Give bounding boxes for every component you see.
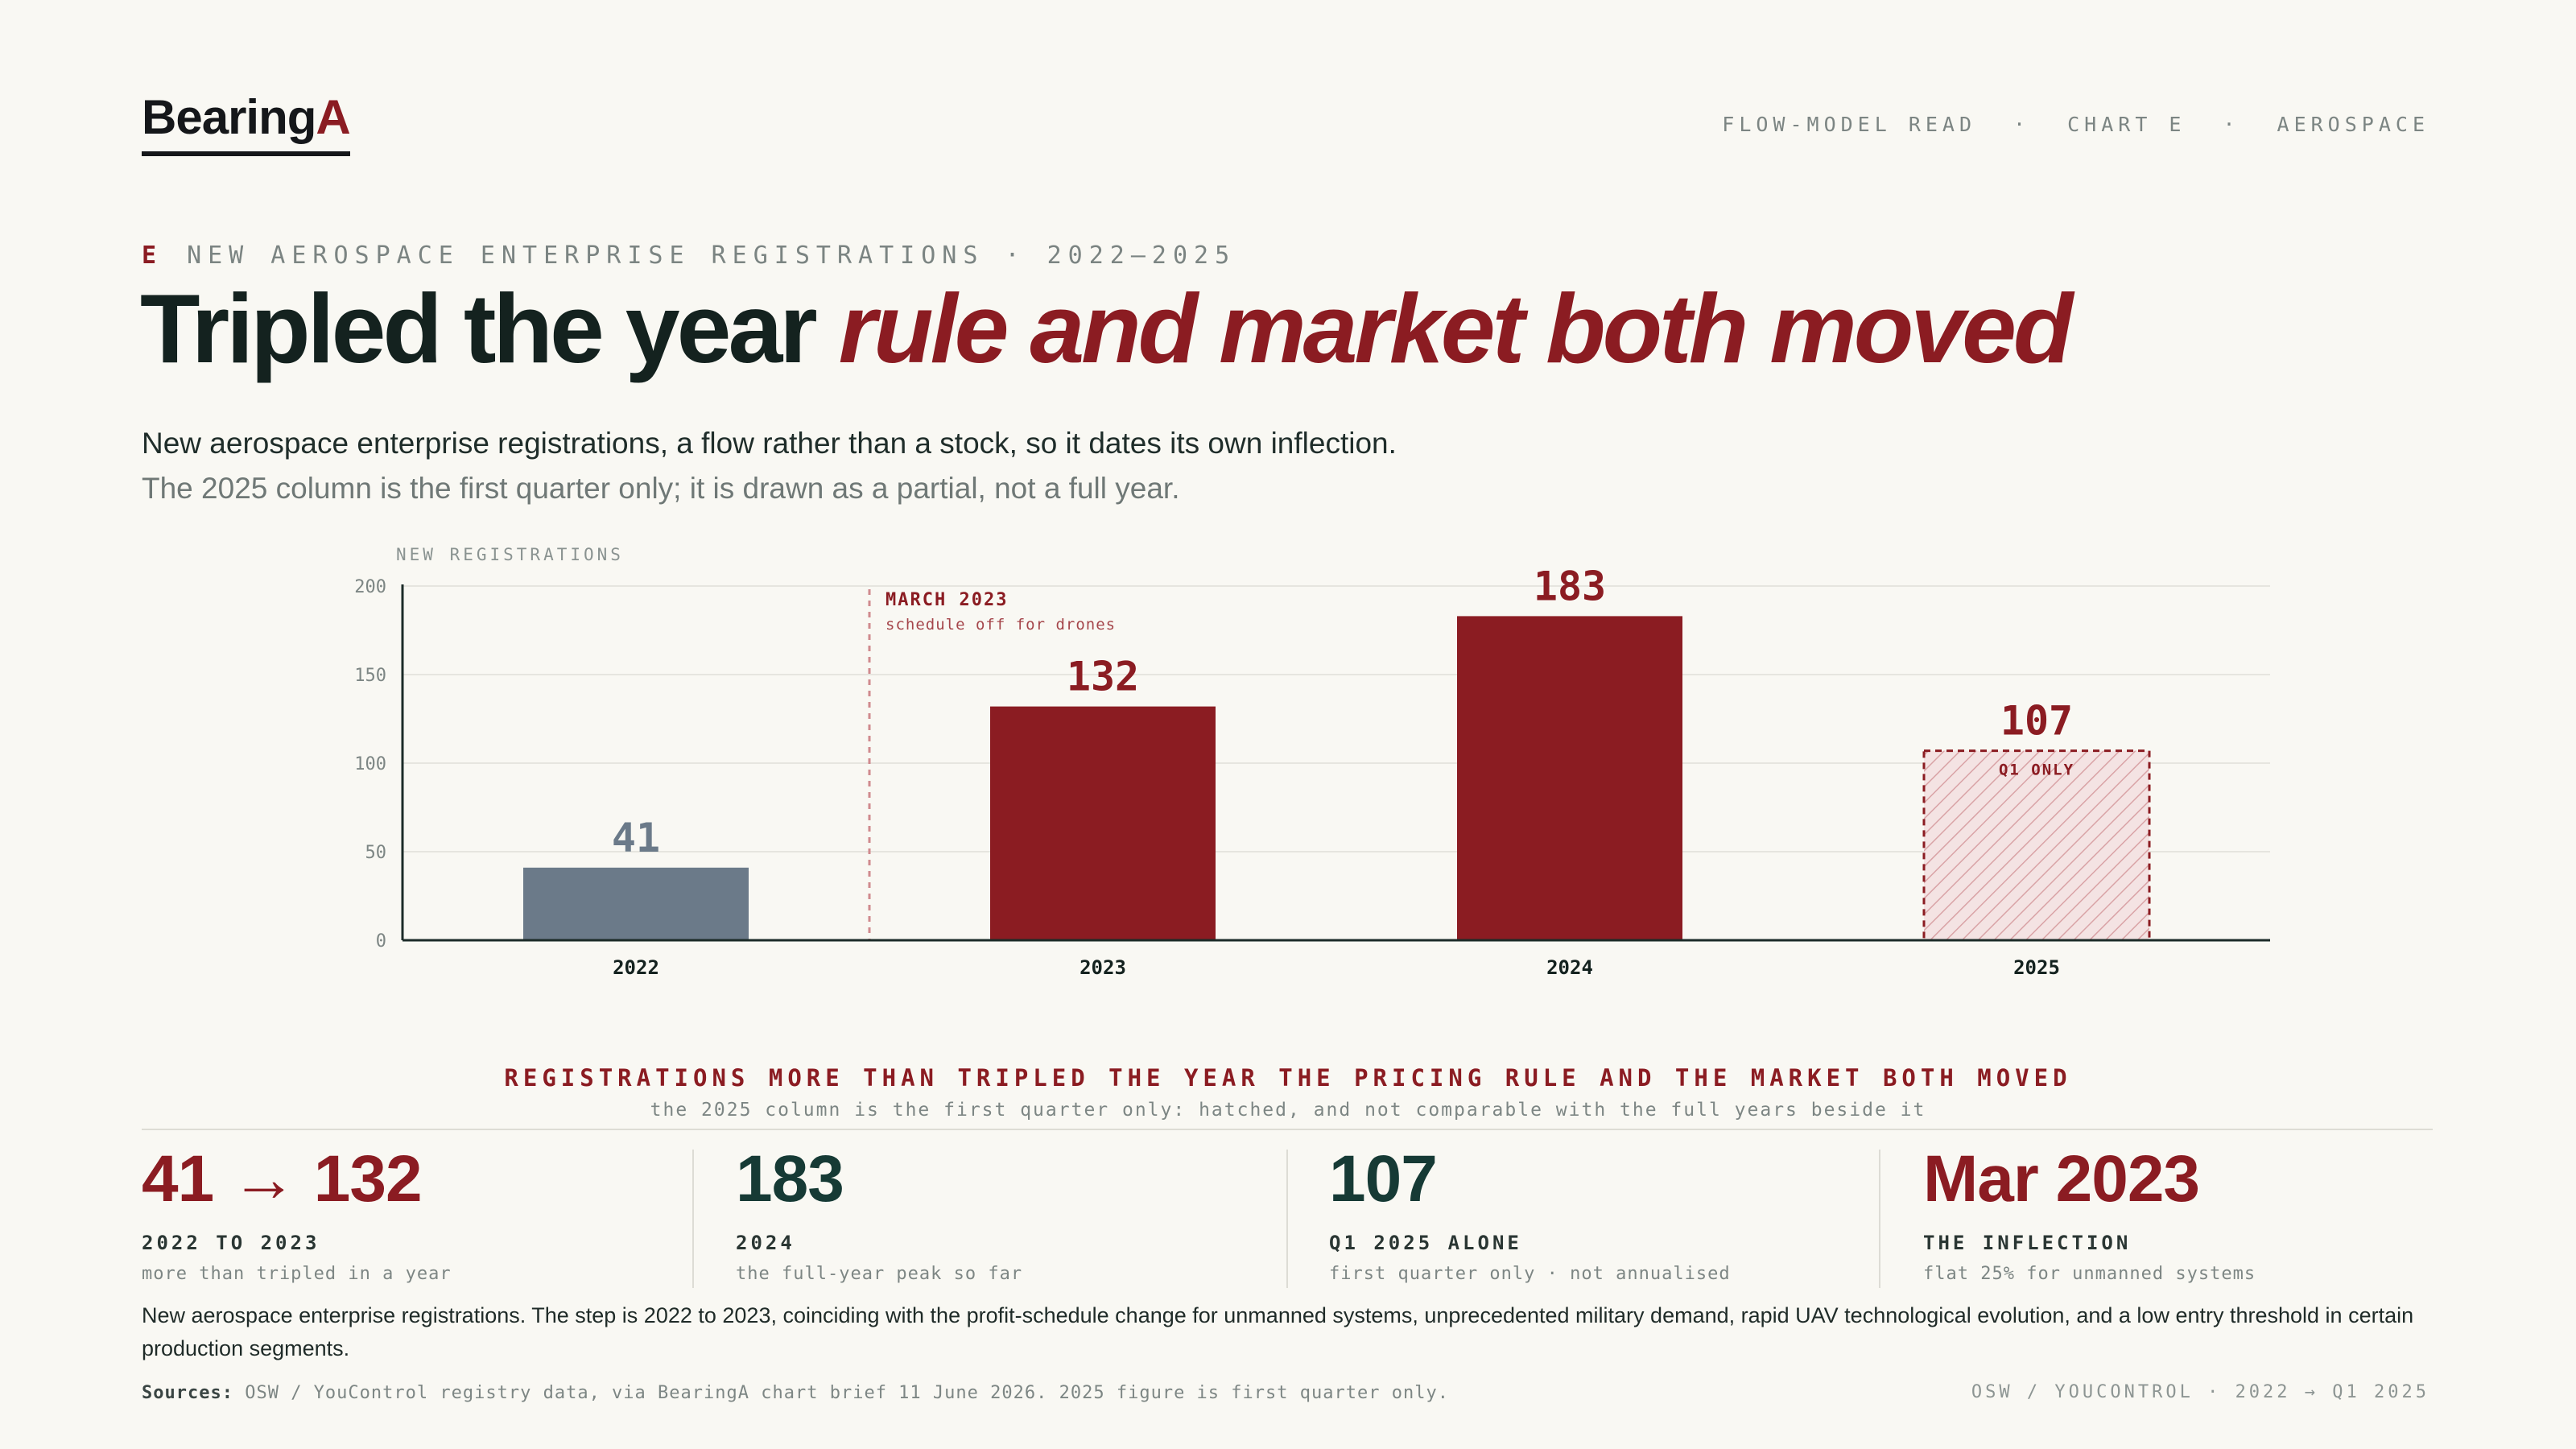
stat-value: 107 (1329, 1142, 1438, 1216)
y-tick-label: 150 (354, 666, 386, 686)
sources-line: Sources: OSW / YouControl registry data,… (142, 1383, 1449, 1403)
section-divider (142, 1129, 2433, 1130)
stat-divider (1879, 1150, 1880, 1288)
nav-separator: · (2013, 113, 2031, 136)
data-label: 132 (1067, 654, 1139, 700)
bar-2022 (523, 867, 749, 940)
stat-label: 2024 (736, 1232, 795, 1254)
lede-line-2: The 2025 column is the first quarter onl… (142, 472, 1180, 505)
nav-separator: · (2223, 113, 2240, 136)
stat-label: Q1 2025 ALONE (1329, 1232, 1522, 1254)
sources-text: OSW / YouControl registry data, via Bear… (233, 1383, 1449, 1403)
lede-line-1: New aerospace enterprise registrations, … (142, 427, 1397, 460)
annotation-subtitle: schedule off for drones (886, 616, 1116, 634)
y-tick-label: 50 (365, 843, 387, 863)
chart-svg: NEW REGISTRATIONS MARCH 2023 schedule of… (354, 545, 2270, 979)
stat-card-step: 41 → 132 2022 TO 2023 more than tripled … (142, 1143, 697, 1288)
annotation-title: MARCH 2023 (886, 590, 1008, 610)
nav-item-flow-model[interactable]: FLOW-MODEL READ (1722, 113, 1977, 136)
stat-divider (1286, 1150, 1288, 1288)
x-tick-label: 2025 (2013, 956, 2060, 979)
stat-card-inflection: Mar 2023 THE INFLECTION flat 25% for unm… (1923, 1143, 2479, 1288)
stat-sub: first quarter only · not annualised (1329, 1264, 1731, 1284)
x-tick-label: 2023 (1080, 956, 1126, 979)
stat-value: 41 → 132 (142, 1142, 423, 1216)
chart-note: New aerospace enterprise registrations. … (142, 1303, 2414, 1360)
axis-layer: 0 50 100 150 200 2022 2023 2024 2025 (354, 577, 2270, 979)
chart-letter: E (142, 242, 163, 270)
stat-value: 183 (736, 1142, 844, 1216)
headline-emphasis: rule and market both moved (838, 274, 2074, 383)
takeaway-subtitle: the 2025 column is the first quarter onl… (650, 1100, 1926, 1121)
brand-accent: A (316, 90, 350, 144)
y-tick-label: 200 (354, 577, 386, 597)
stat-card-q1: 107 Q1 2025 ALONE first quarter only · n… (1329, 1143, 1885, 1288)
stat-sub: more than tripled in a year (142, 1264, 452, 1284)
headline-plain: Tripled the year (140, 274, 839, 383)
bar-2025 (1922, 749, 2151, 942)
stat-value: Mar 2023 (1923, 1142, 2200, 1216)
brand-logo[interactable]: BearingA (142, 90, 351, 156)
y-axis-label: NEW REGISTRATIONS (396, 545, 624, 564)
brand-name: Bearing (142, 90, 316, 144)
nav-item-chart[interactable]: CHART E (2067, 113, 2186, 136)
x-tick-label: 2022 (613, 956, 659, 979)
stat-sub: the full-year peak so far (736, 1264, 1023, 1284)
stat-card-peak: 183 2024 the full-year peak so far (736, 1143, 1291, 1288)
partial-bar-label: Q1 ONLY (1999, 762, 2074, 779)
header-breadcrumb: FLOW-MODEL READ · CHART E · AEROSPACE (1722, 113, 2429, 136)
eyebrow: E NEW AEROSPACE ENTERPRISE REGISTRATIONS … (142, 242, 1236, 270)
bar-layer: 41 132 183 Q1 ONLY 107 (523, 563, 2151, 942)
annotation-layer: MARCH 2023 schedule off for drones (886, 590, 1116, 634)
takeaway-title: REGISTRATIONS MORE THAN TRIPLED THE YEAR… (504, 1064, 2072, 1092)
data-label: 183 (1534, 563, 1606, 609)
y-tick-label: 0 (376, 931, 386, 952)
stat-divider (692, 1150, 694, 1288)
bar-2024 (1457, 616, 1682, 940)
nav-item-aerospace[interactable]: AEROSPACE (2277, 113, 2429, 136)
stat-label: 2022 TO 2023 (142, 1232, 320, 1254)
data-label: 41 (612, 815, 660, 861)
bar-chart: NEW REGISTRATIONS MARCH 2023 schedule of… (322, 539, 2302, 994)
stat-sub: flat 25% for unmanned systems (1923, 1264, 2256, 1284)
data-label: 107 (2000, 698, 2073, 745)
bar-2023 (990, 706, 1216, 940)
page-title: Tripled the year rule and market both mo… (140, 272, 2074, 385)
footer-source-tag: OSW / YOUCONTROL · 2022 → Q1 2025 (1971, 1382, 2429, 1402)
stat-label: THE INFLECTION (1923, 1232, 2132, 1254)
x-tick-label: 2024 (1546, 956, 1593, 979)
sources-label: Sources: (142, 1383, 233, 1403)
y-tick-label: 100 (354, 754, 386, 774)
eyebrow-text: NEW AEROSPACE ENTERPRISE REGISTRATIONS ·… (187, 242, 1236, 270)
